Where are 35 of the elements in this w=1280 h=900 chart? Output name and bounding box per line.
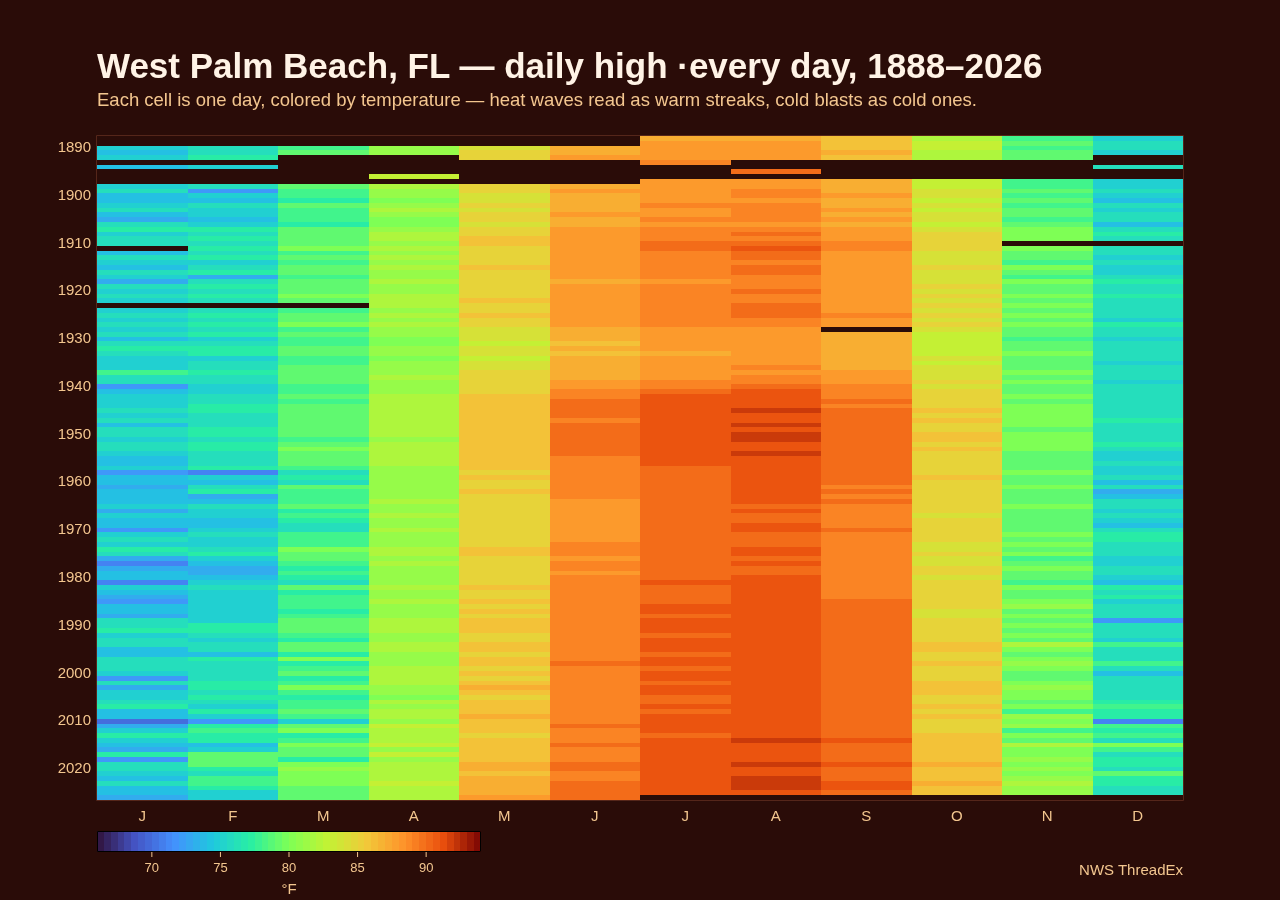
color-bar-label: 80 (281, 859, 297, 875)
x-tick-label: S (861, 807, 872, 825)
y-tick-label: 1960 (57, 472, 91, 490)
x-tick-label: A (770, 807, 781, 825)
y-tick-label: 1900 (57, 185, 91, 203)
y-tick-label: 1940 (57, 376, 91, 394)
color-bar-label: 85 (350, 859, 365, 875)
x-tick-label: M (498, 807, 511, 825)
text: NWS ThreadEx (1079, 861, 1184, 879)
y-tick-label: 1890 (57, 138, 91, 156)
y-tick-label: 2000 (57, 663, 91, 681)
y-tick-label: 1920 (57, 281, 91, 299)
y-tick-label: 1910 (57, 233, 91, 251)
color-bar-label: 75 (213, 859, 228, 875)
y-tick-label: 1930 (57, 329, 91, 347)
y-tick-label: 2020 (57, 759, 91, 777)
x-tick-label: O (950, 807, 963, 825)
color-bar-label: 90 (418, 859, 434, 875)
y-tick-label: 1970 (57, 520, 91, 538)
x-tick-label: M (317, 807, 330, 825)
y-tick-label: 2010 (57, 711, 91, 729)
color-bar-label: 70 (144, 859, 160, 875)
chart-title: West Palm Beach, FL — daily high ·every day, 1888–2026 (97, 46, 1043, 85)
x-tick-label: N (1041, 807, 1053, 825)
y-tick-label: 1990 (57, 615, 91, 633)
x-tick-label: J (591, 807, 599, 825)
x-tick-label: A (408, 807, 419, 825)
x-tick-label: J (138, 807, 146, 825)
x-tick-label: J (681, 807, 689, 825)
x-tick-label: D (1132, 807, 1144, 825)
y-tick-label: 1950 (57, 424, 91, 442)
y-tick-label: 1980 (57, 568, 91, 586)
chart-subtitle: Each cell is one day, colored by temperature — heat waves read as warm streaks, cold blasts as cold ones. (97, 89, 977, 110)
x-tick-label: F (228, 807, 238, 825)
color-bar-title: °F (281, 880, 297, 898)
